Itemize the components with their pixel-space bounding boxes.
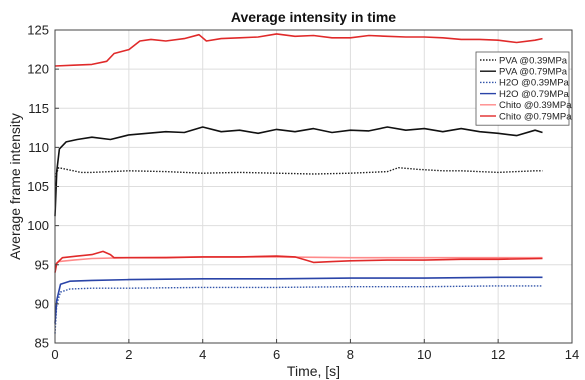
x-tick-label-7: 14 — [565, 347, 579, 362]
y-tick-label-4: 105 — [27, 179, 49, 194]
series-line-2 — [54, 285, 543, 334]
series-lines — [54, 33, 543, 334]
legend-label-1: PVA @0.79MPa — [499, 67, 568, 78]
legend-label-0: PVA @0.39MPa — [499, 55, 568, 66]
axis-ticks: 0 2 4 6 8 10 12 14 85 90 95 100 105 110 115 120 125 — [27, 23, 579, 363]
legend-box — [475, 51, 570, 126]
legend-label-5: Chito @0.79MPa — [499, 111, 572, 122]
y-tick-label-2: 95 — [35, 257, 49, 272]
x-tick-label-2: 4 — [199, 347, 206, 362]
x-tick-label-3: 6 — [273, 347, 280, 362]
x-tick-label-1: 2 — [125, 347, 132, 362]
y-tick-label-0: 85 — [35, 336, 49, 351]
x-tick-label-5: 10 — [417, 347, 431, 362]
y-axis-label: Average frame intensity — [7, 113, 23, 260]
x-tick-label-0: 0 — [51, 347, 58, 362]
y-tick-label-1: 90 — [35, 296, 49, 311]
x-tick-label-4: 8 — [347, 347, 354, 362]
legend-label-2: H2O @0.39MPa — [499, 78, 570, 89]
chart-title: Average intensity in time — [231, 9, 396, 25]
y-tick-label-7: 120 — [27, 62, 49, 77]
series-line-5 — [54, 250, 543, 273]
series-line-3 — [54, 276, 543, 324]
series-line-6 — [54, 33, 543, 67]
series-line-0 — [54, 167, 543, 178]
series-line-1 — [54, 126, 543, 217]
legend-label-3: H2O @0.79MPa — [499, 89, 570, 100]
legend-label-4: Chito @0.39MPa — [499, 100, 572, 111]
y-tick-label-3: 100 — [27, 218, 49, 233]
y-tick-label-8: 125 — [27, 23, 49, 38]
y-tick-label-6: 115 — [28, 101, 49, 116]
x-tick-label-6: 12 — [491, 347, 505, 362]
y-tick-label-5: 110 — [28, 140, 49, 155]
x-axis-label: Time, [s] — [287, 363, 340, 379]
